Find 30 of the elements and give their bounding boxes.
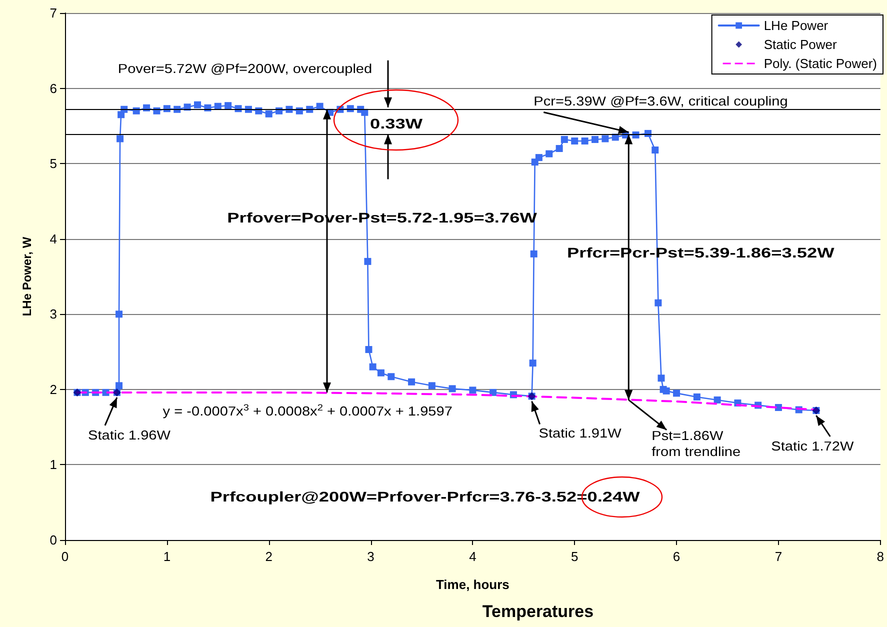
x-tick-label: 4 — [469, 549, 476, 564]
y-axis-title: LHe Power, W — [20, 236, 34, 316]
text: Temperatures — [482, 602, 594, 621]
annotation: 0.33W — [370, 116, 424, 132]
legend-label: LHe Power — [764, 18, 829, 33]
x-tick-label: 5 — [571, 549, 578, 564]
x-tick-label: 7 — [774, 549, 782, 564]
y-tick-label: 2 — [50, 382, 57, 397]
legend-label: Static Power — [764, 37, 838, 52]
legend-label: Poly. (Static Power) — [764, 56, 878, 71]
annotation: Pover=5.72W @Pf=200W, overcoupled — [118, 62, 372, 76]
y-tick-label: 5 — [50, 156, 57, 172]
x-tick-label: 8 — [876, 549, 884, 564]
annotation: Static 1.96W — [88, 428, 170, 443]
x-tick-label: 3 — [367, 549, 374, 564]
y-tick-label: 7 — [50, 6, 57, 20]
annotation: Pst=1.86W from trendline — [652, 428, 741, 460]
x-tick-label: 1 — [163, 549, 171, 564]
annotation: Static 1.91W — [538, 426, 622, 440]
x-tick-label: 6 — [672, 549, 680, 564]
x-axis-title: Time, hours — [436, 577, 510, 592]
annotation: Static 1.72W — [771, 439, 854, 454]
annotation: Pcr=5.39W @Pf=3.6W, critical coupling — [534, 94, 788, 108]
y-tick-label: 1 — [50, 457, 57, 472]
y-tick-label: 0 — [50, 532, 57, 548]
x-tick-label: 0 — [61, 549, 69, 564]
x-tick-label: 2 — [265, 549, 272, 564]
y-tick-label: 3 — [50, 306, 57, 322]
y-tick-label: 4 — [50, 231, 57, 246]
y-tick-label: 6 — [50, 80, 57, 96]
